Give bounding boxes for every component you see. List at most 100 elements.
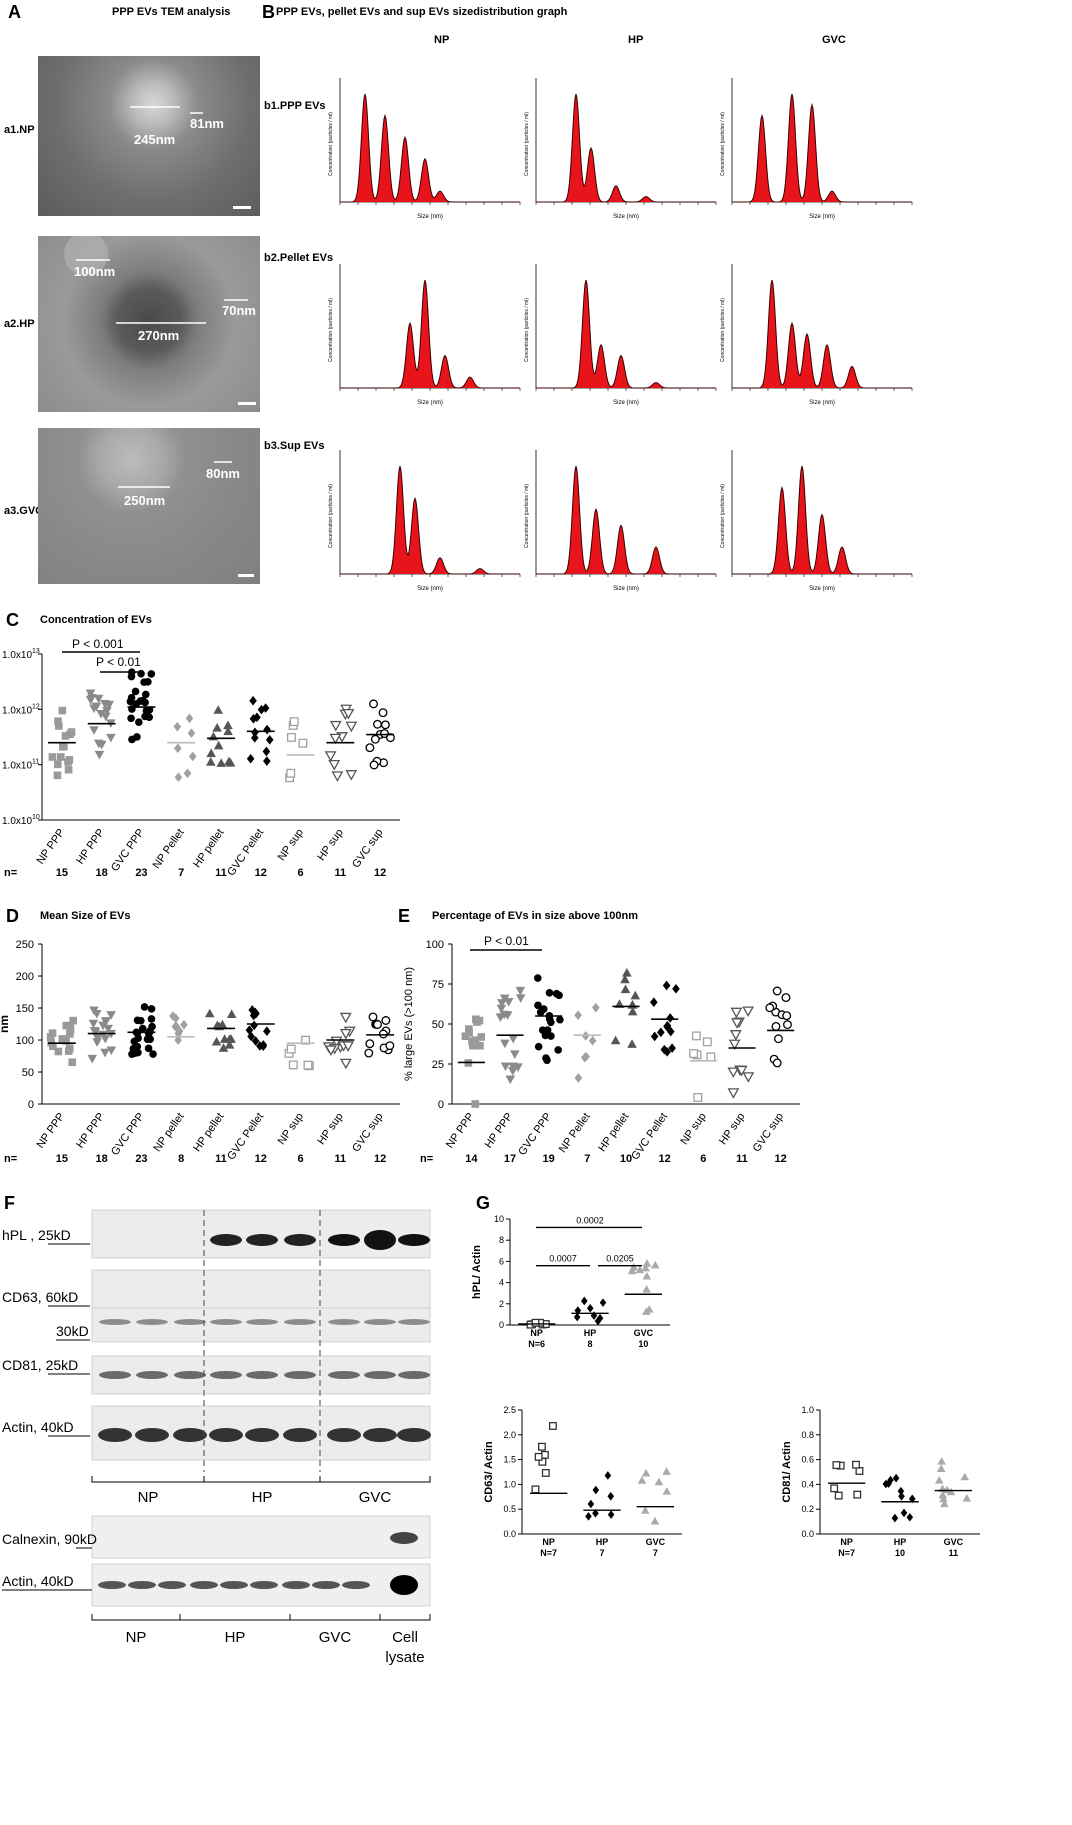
data-point [882, 1479, 890, 1489]
data-point [771, 1021, 781, 1031]
y-tick-label: 2.5 [503, 1405, 516, 1415]
nta-ylabel: Concentration (particles / ml) [328, 484, 334, 548]
row-label-a2: a2.HP [4, 318, 35, 330]
data-point [212, 723, 222, 732]
data-point [897, 1486, 905, 1496]
data-point [88, 1019, 99, 1029]
data-point [325, 1045, 337, 1057]
data-point [89, 704, 99, 714]
data-point [187, 728, 196, 738]
data-point [249, 695, 257, 706]
data-point [339, 1058, 352, 1070]
blot-band [283, 1428, 317, 1442]
data-point [147, 1005, 156, 1013]
data-point [263, 756, 271, 766]
size-distribution-plot: Size (nm) Concentration (particles / ml) [328, 264, 521, 406]
y-tick-label: 0.6 [801, 1455, 814, 1465]
group-bracket [91, 1476, 205, 1483]
data-point [286, 1044, 296, 1054]
data-point [262, 746, 271, 757]
data-point [188, 751, 197, 762]
data-point [303, 1060, 313, 1070]
p-value: P < 0.01 [96, 655, 141, 669]
data-point [223, 726, 233, 736]
data-point [342, 708, 355, 720]
data-point [206, 748, 216, 758]
group-label: GVC PPP [109, 1111, 147, 1158]
group-label: HP sup [315, 827, 345, 863]
group-label: HP PPP [74, 827, 107, 867]
data-point [224, 1040, 235, 1049]
n-value: 12 [374, 1153, 386, 1165]
nta-ylabel: Concentration (particles / ml) [328, 112, 334, 176]
n-value: 11 [335, 1153, 347, 1165]
data-point [666, 1026, 675, 1037]
group-label: GVC [319, 1629, 352, 1646]
group-label: NP [840, 1537, 853, 1547]
data-point [545, 1015, 554, 1023]
data-point [938, 1490, 948, 1499]
group-label: NP [138, 1489, 159, 1506]
nta-ylabel: Concentration (particles / ml) [328, 298, 334, 362]
data-point [381, 1016, 391, 1025]
data-point [66, 1030, 74, 1038]
data-point [85, 689, 96, 699]
blot-band [364, 1371, 396, 1379]
data-point [782, 1011, 792, 1021]
y-tick-label: 50 [432, 1019, 444, 1031]
data-point [662, 1467, 671, 1475]
n-value: 10 [638, 1339, 648, 1349]
nta-line [536, 465, 716, 575]
nta-xlabel: Size (nm) [417, 400, 443, 406]
y-axis-label: nm [0, 1015, 11, 1033]
data-point [534, 1001, 542, 1010]
data-point [727, 1067, 740, 1079]
n-value: 23 [135, 867, 147, 879]
data-point [263, 1026, 271, 1036]
n-value: 11 [215, 867, 227, 879]
group-label: GVC PPP [516, 1111, 554, 1158]
panel-e-title: Percentage of EVs in size above 100nm [432, 910, 639, 922]
data-point [329, 720, 342, 732]
blot-band [342, 1581, 370, 1589]
data-point [106, 1011, 116, 1020]
data-point [508, 1067, 518, 1076]
data-point [728, 1039, 741, 1051]
data-point [64, 765, 73, 774]
data-point [596, 1313, 604, 1323]
data-point [585, 1512, 592, 1521]
data-point [620, 984, 631, 994]
data-point [224, 756, 234, 766]
data-point [892, 1473, 900, 1483]
data-point [962, 1494, 972, 1502]
data-point [471, 1036, 480, 1045]
data-point [607, 1510, 615, 1519]
size-distribution-plot: Size (nm) Concentration (particles / ml) [720, 78, 913, 220]
group-label: GVC [359, 1489, 392, 1506]
blot-band [135, 1428, 169, 1442]
data-point [650, 1516, 660, 1525]
nta-xlabel: Size (nm) [417, 586, 443, 592]
y-tick-exp: 11 [32, 759, 39, 766]
data-point [251, 727, 259, 738]
data-point [174, 1028, 183, 1039]
data-point [534, 1042, 543, 1051]
y-tick-label: 8 [499, 1235, 504, 1245]
nta-band [732, 280, 912, 388]
group-bracket [319, 1476, 431, 1483]
data-point [373, 719, 382, 729]
panel-f-label: F [4, 1193, 15, 1213]
tem-measure: 81nm [190, 116, 224, 131]
tem-image-np: 245nm 81nm [38, 56, 260, 216]
y-tick-label: 1.0x1013 [2, 648, 40, 661]
data-point [832, 1461, 841, 1470]
data-point [89, 1027, 100, 1036]
panel-b-label: B [262, 2, 275, 22]
nta-xlabel: Size (nm) [809, 400, 835, 406]
data-point [380, 729, 389, 739]
blot-band [284, 1319, 316, 1325]
nta-ylabel: Concentration (particles / ml) [720, 484, 726, 548]
data-point [730, 1007, 743, 1019]
